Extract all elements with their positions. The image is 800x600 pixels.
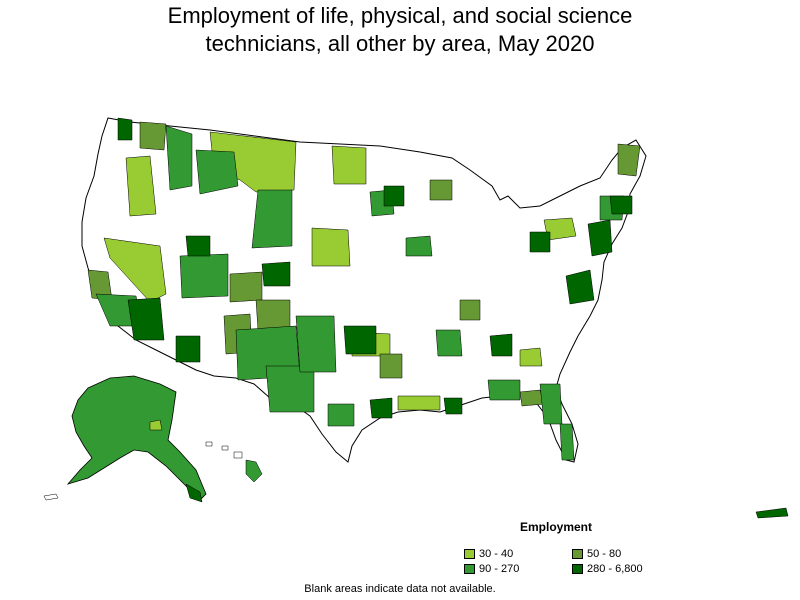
map-title: Employment of life, physical, and social…	[0, 2, 800, 58]
contiguous-us-outline	[81, 117, 647, 463]
legend-swatch	[572, 564, 583, 574]
legend-swatch	[464, 549, 475, 559]
legend-title: Employment	[520, 520, 593, 534]
hawaii	[205, 441, 263, 483]
legend-label: 50 - 80	[587, 548, 622, 560]
alaska	[43, 375, 207, 503]
legend-swatch	[572, 549, 583, 559]
title-line-1: Employment of life, physical, and social…	[167, 3, 633, 28]
legend-swatch	[464, 564, 475, 574]
title-line-2: technicians, all other by area, May 2020	[205, 31, 595, 56]
legend-item-280-6800: 280 - 6,800	[572, 563, 643, 575]
legend-item-50-80: 50 - 80	[572, 548, 621, 560]
legend-label: 280 - 6,800	[587, 563, 643, 575]
legend-item-90-270: 90 - 270	[464, 563, 519, 575]
regions-280-6800	[117, 117, 633, 419]
legend-label: 90 - 270	[479, 563, 520, 575]
regions-90-270	[95, 125, 625, 461]
data-availability-note: Blank areas indicate data not available.	[304, 583, 496, 595]
legend-label: 30 - 40	[479, 548, 514, 560]
legend-item-30-40: 30 - 40	[464, 548, 513, 560]
puerto-rico	[755, 507, 789, 519]
